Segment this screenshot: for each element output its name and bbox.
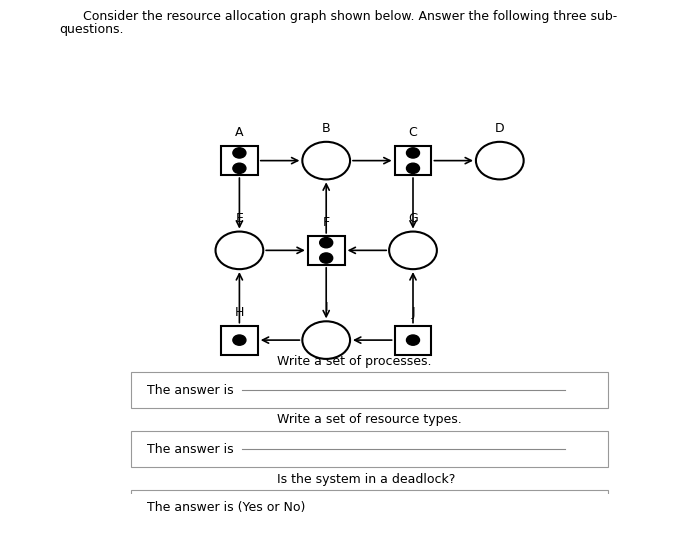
Circle shape	[216, 231, 263, 269]
Text: C: C	[409, 126, 417, 139]
Bar	[131, 490, 608, 526]
Circle shape	[320, 253, 332, 263]
Circle shape	[407, 335, 419, 345]
Text: D: D	[495, 122, 505, 135]
Circle shape	[320, 238, 332, 248]
Circle shape	[233, 163, 246, 173]
Circle shape	[389, 231, 437, 269]
Text: G: G	[408, 211, 418, 225]
Circle shape	[407, 163, 419, 173]
Circle shape	[407, 148, 419, 158]
Bar	[131, 372, 608, 408]
Text: A: A	[235, 126, 244, 139]
Bar	[221, 146, 258, 175]
Text: E: E	[235, 211, 244, 225]
Text: questions.: questions.	[60, 23, 124, 36]
Circle shape	[476, 142, 524, 179]
Text: I: I	[324, 301, 328, 315]
Text: B: B	[322, 122, 330, 135]
Bar	[308, 236, 344, 265]
Text: Is the system in a deadlock?: Is the system in a deadlock?	[277, 473, 456, 486]
Text: Write a set of processes.: Write a set of processes.	[277, 355, 432, 368]
Circle shape	[302, 321, 350, 359]
Text: The answer is: The answer is	[147, 442, 234, 456]
Bar	[395, 146, 431, 175]
Circle shape	[302, 142, 350, 179]
Text: F: F	[323, 216, 330, 229]
Text: The answer is: The answer is	[147, 384, 234, 397]
Text: Consider the resource allocation graph shown below. Answer the following three s: Consider the resource allocation graph s…	[83, 10, 617, 23]
Text: Write a set of resource types.: Write a set of resource types.	[277, 413, 462, 426]
Text: J: J	[411, 306, 415, 319]
Bar	[131, 431, 608, 467]
Circle shape	[233, 335, 246, 345]
Bar	[221, 326, 258, 355]
Text: H: H	[234, 306, 244, 319]
Circle shape	[233, 148, 246, 158]
Bar	[395, 326, 431, 355]
Text: The answer is (Yes or No): The answer is (Yes or No)	[147, 501, 305, 514]
